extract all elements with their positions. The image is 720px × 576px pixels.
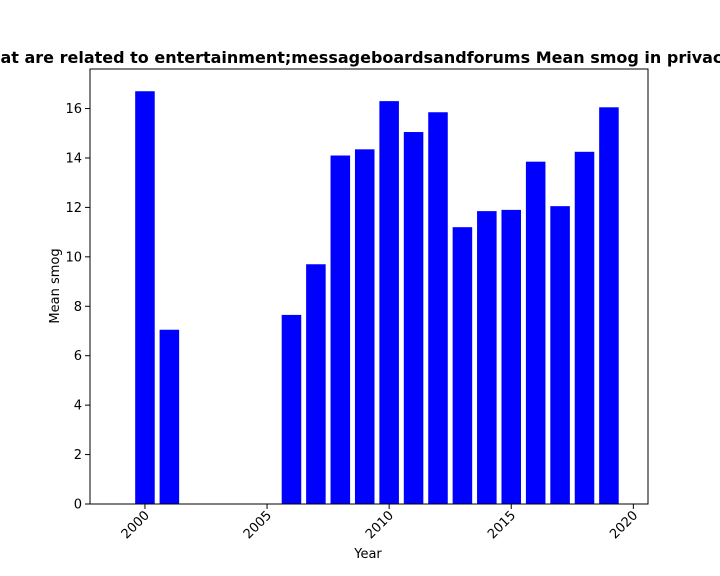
bars-group [135, 91, 619, 505]
y-tick-label-12: 12 [65, 201, 82, 216]
bar-2010 [379, 101, 399, 504]
y-tick-label-6: 6 [74, 349, 82, 364]
bar-2012 [428, 112, 448, 504]
bar-2011 [403, 132, 424, 504]
y-tick-label-8: 8 [74, 300, 82, 315]
y-axis-ticks: 0 2 4 6 8 10 12 14 16 [65, 102, 90, 513]
chart-title: Sites that are related to entertainment;… [0, 48, 720, 67]
y-tick-label-14: 14 [65, 151, 82, 166]
bar-2007 [306, 264, 326, 504]
plot-frame [89, 68, 649, 505]
x-axis-label: Year [353, 547, 382, 562]
y-tick-label-4: 4 [74, 399, 82, 414]
bar-2013 [452, 227, 473, 504]
bar-2018 [574, 151, 595, 505]
bar-2006 [281, 314, 302, 504]
bar-2008 [330, 155, 351, 504]
bar-2009 [354, 149, 375, 504]
bar-2001 [159, 329, 180, 504]
bar-2014 [477, 211, 497, 504]
y-axis-label: Mean smog [48, 248, 63, 323]
bar-2016 [525, 161, 546, 504]
bar-2019 [599, 107, 619, 504]
bar-2000 [135, 91, 155, 505]
bar-2015 [501, 209, 522, 504]
y-tick-label-10: 10 [65, 250, 82, 265]
bar-2017 [550, 206, 570, 505]
y-tick-label-2: 2 [74, 448, 82, 463]
y-tick-label-16: 16 [65, 102, 82, 117]
y-tick-label-0: 0 [74, 498, 82, 513]
